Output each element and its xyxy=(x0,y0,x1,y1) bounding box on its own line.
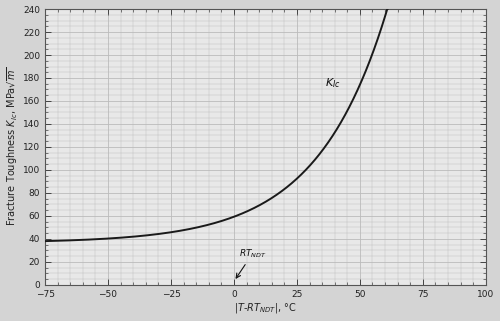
Y-axis label: Fracture Toughness $K_{Ic}$, MPa$\sqrt{m}$: Fracture Toughness $K_{Ic}$, MPa$\sqrt{m… xyxy=(6,67,20,226)
Text: $RT_{NDT}$: $RT_{NDT}$ xyxy=(236,247,266,278)
Text: $K_{Ic}$: $K_{Ic}$ xyxy=(324,76,340,90)
X-axis label: $|T$-$RT_{NDT}|$, °C: $|T$-$RT_{NDT}|$, °C xyxy=(234,301,297,316)
